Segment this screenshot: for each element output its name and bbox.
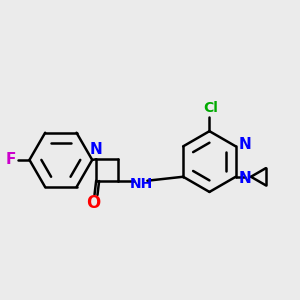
Text: N: N (90, 142, 103, 158)
Text: N: N (238, 137, 251, 152)
Text: O: O (86, 194, 100, 212)
Text: N: N (238, 171, 251, 186)
Text: F: F (5, 152, 16, 167)
Text: NH: NH (130, 177, 153, 191)
Text: Cl: Cl (204, 101, 218, 115)
